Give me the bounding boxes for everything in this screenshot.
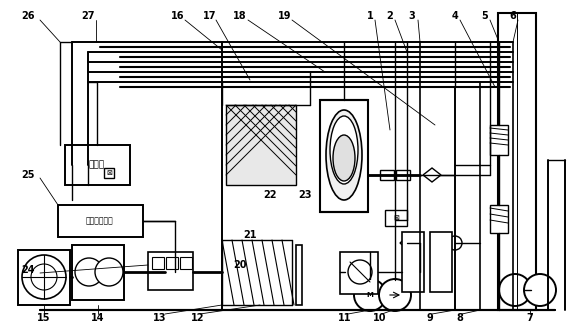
Bar: [72, 245, 124, 300]
Text: 7: 7: [527, 313, 534, 323]
Text: 3: 3: [409, 11, 416, 21]
Circle shape: [75, 258, 103, 286]
Text: 14: 14: [91, 313, 105, 323]
Text: 8: 8: [456, 313, 463, 323]
Bar: [490, 205, 508, 233]
Text: 9: 9: [426, 313, 433, 323]
Circle shape: [499, 274, 531, 306]
Text: 21: 21: [243, 230, 257, 240]
Bar: [65, 145, 130, 185]
Text: 22: 22: [263, 190, 277, 200]
Text: 17: 17: [203, 11, 217, 21]
Text: 15: 15: [37, 313, 51, 323]
Bar: [430, 232, 452, 292]
Circle shape: [354, 279, 386, 311]
Text: 13: 13: [153, 313, 167, 323]
Bar: [58, 205, 143, 237]
Bar: [104, 168, 114, 178]
Bar: [226, 105, 296, 185]
Text: 2: 2: [387, 11, 393, 21]
Bar: [380, 170, 394, 180]
Circle shape: [95, 258, 123, 286]
Text: 10: 10: [373, 313, 387, 323]
Text: 19: 19: [278, 11, 292, 21]
Text: 23: 23: [298, 190, 312, 200]
Bar: [385, 210, 407, 226]
Text: 18: 18: [233, 11, 247, 21]
Bar: [402, 232, 424, 292]
Circle shape: [22, 255, 66, 299]
Bar: [148, 252, 193, 290]
Text: 27: 27: [81, 11, 95, 21]
Ellipse shape: [333, 135, 355, 181]
Bar: [320, 100, 368, 212]
Circle shape: [348, 260, 372, 284]
Text: 控制器: 控制器: [89, 161, 105, 169]
Bar: [180, 257, 192, 269]
Text: 1: 1: [367, 11, 374, 21]
Text: 6: 6: [510, 11, 517, 21]
Bar: [18, 250, 70, 305]
Text: 11: 11: [338, 313, 352, 323]
Bar: [166, 257, 178, 269]
Text: 4: 4: [452, 11, 458, 21]
Ellipse shape: [326, 110, 362, 200]
Text: 12: 12: [191, 313, 205, 323]
Text: 24: 24: [21, 265, 35, 275]
Text: 5: 5: [481, 11, 488, 21]
Circle shape: [448, 236, 462, 250]
Polygon shape: [400, 237, 414, 249]
Bar: [498, 13, 536, 310]
Bar: [340, 252, 378, 294]
Bar: [296, 245, 302, 305]
Circle shape: [31, 264, 57, 290]
Bar: [396, 170, 410, 180]
Text: 安全制动系统: 安全制动系统: [86, 216, 114, 225]
Text: ⊠: ⊠: [106, 170, 112, 176]
Text: 25: 25: [21, 170, 35, 180]
Ellipse shape: [330, 116, 358, 184]
Text: 16: 16: [171, 11, 185, 21]
Text: M: M: [366, 292, 374, 298]
Bar: [152, 257, 164, 269]
Circle shape: [379, 279, 411, 311]
Bar: [490, 125, 508, 155]
Text: ⊠: ⊠: [393, 215, 399, 221]
Text: 20: 20: [233, 260, 247, 270]
Text: 26: 26: [21, 11, 35, 21]
Polygon shape: [423, 168, 441, 182]
Circle shape: [524, 274, 556, 306]
